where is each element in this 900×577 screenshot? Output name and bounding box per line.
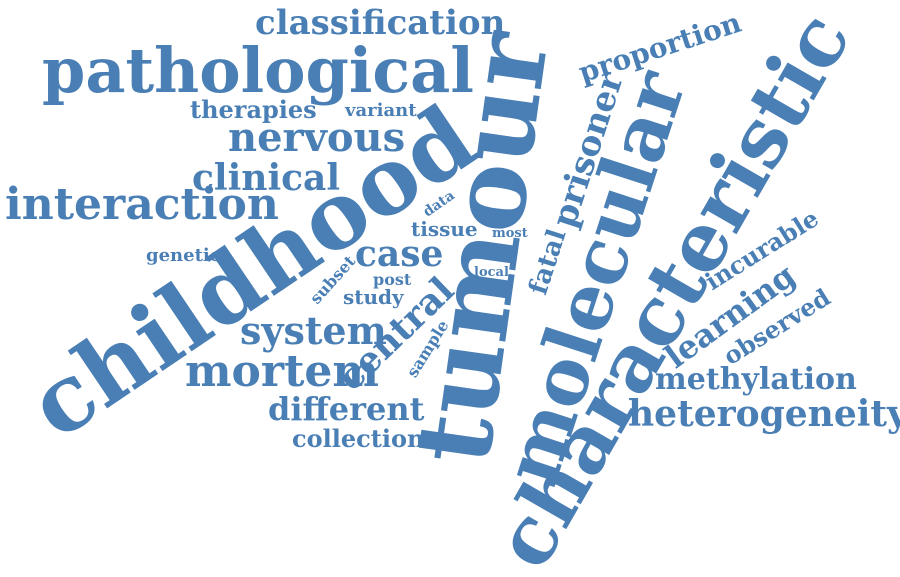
- word-different: different: [268, 390, 425, 428]
- word-pathological: pathological: [42, 34, 474, 107]
- word-local: local: [474, 265, 509, 280]
- word-case: case: [355, 233, 444, 275]
- word-post: post: [373, 270, 412, 289]
- word-clinical: clinical: [192, 157, 341, 199]
- word-most: most: [492, 226, 528, 241]
- word-collection: collection: [292, 424, 425, 453]
- word-tissue: tissue: [411, 217, 478, 241]
- word-methylation: methylation: [655, 362, 857, 397]
- word-classification: classification: [255, 3, 506, 43]
- word-nervous: nervous: [228, 114, 406, 161]
- word-interaction: interaction: [5, 179, 279, 230]
- word-therapies: therapies: [190, 95, 317, 124]
- word-heterogeneity: heterogeneity: [628, 393, 900, 435]
- word-genetic: genetic: [146, 245, 221, 266]
- word-variant: variant: [345, 100, 417, 121]
- word-study: study: [343, 285, 404, 309]
- word-system: system: [240, 308, 387, 353]
- word-mortem: mortem: [185, 346, 379, 397]
